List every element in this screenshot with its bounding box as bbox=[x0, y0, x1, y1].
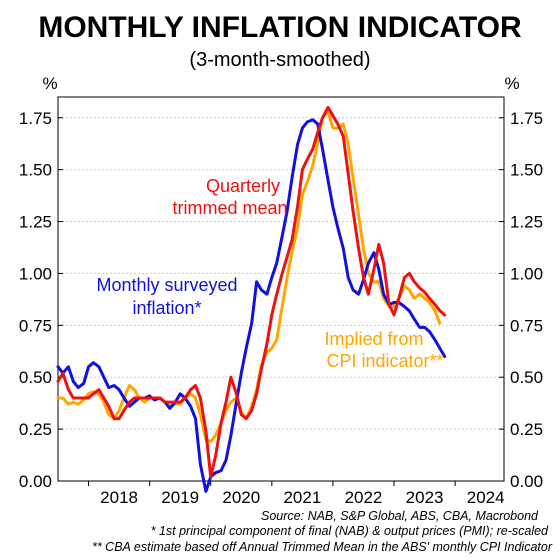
y-tick-label-right: 0.25 bbox=[510, 420, 543, 439]
x-tick-label: 2018 bbox=[100, 488, 138, 507]
y-tick-label-left: 0.50 bbox=[19, 368, 52, 387]
x-tick-label: 2020 bbox=[222, 488, 260, 507]
y-tick-label-left: 0.75 bbox=[19, 316, 52, 335]
y-tick-label-left: 1.75 bbox=[19, 109, 52, 128]
y-tick-label-left: 0.00 bbox=[19, 472, 52, 491]
x-tick-label: 2021 bbox=[283, 488, 321, 507]
y-tick-label-right: 1.25 bbox=[510, 213, 543, 232]
plot-frame bbox=[57, 96, 505, 482]
footnote-source: Source: NAB, S&P Global, ABS, CBA, Macro… bbox=[261, 509, 539, 523]
y-tick-label-right: 1.75 bbox=[510, 109, 543, 128]
annotation-trimmed-mean-line-1: Quarterly bbox=[206, 176, 280, 196]
y-tick-label-left: 0.25 bbox=[19, 420, 52, 439]
series-lines bbox=[56, 105, 447, 493]
y-tick-label-right: 0.00 bbox=[510, 472, 543, 491]
x-tick-label: 2019 bbox=[161, 488, 199, 507]
annotation-monthly-surveyed: Monthly surveyed inflation* bbox=[96, 275, 237, 318]
chart-subtitle: (3-month-smoothed) bbox=[189, 49, 370, 71]
y-axis-unit-right: % bbox=[504, 74, 519, 93]
annotation-monthly-surveyed-line-2: inflation* bbox=[132, 298, 201, 318]
x-tick-label: 2022 bbox=[345, 488, 383, 507]
annotation-cpi-indicator: Implied from CPI indicator** bbox=[324, 329, 443, 371]
x-axis: 2018 2019 2020 2021 2022 2023 2024 bbox=[88, 481, 505, 507]
y-axis-unit-left: % bbox=[42, 74, 57, 93]
footnote-surveyed: * 1st principal component of final (NAB)… bbox=[151, 524, 549, 538]
annotation-cpi-indicator-line-1: Implied from bbox=[324, 329, 423, 349]
y-tick-label-left: 1.25 bbox=[19, 213, 52, 232]
annotation-cpi-indicator-line-2: CPI indicator** bbox=[326, 351, 443, 371]
footnote-cpi-indicator: ** CBA estimate based off Annual Trimmed… bbox=[92, 540, 553, 554]
y-tick-label-right: 0.75 bbox=[510, 316, 543, 335]
y-tick-label-right: 0.50 bbox=[510, 368, 543, 387]
y-tick-label-right: 1.00 bbox=[510, 264, 543, 283]
y-axis-left: 0.00 0.25 0.50 0.75 1.00 1.25 1.50 1.75 bbox=[19, 109, 63, 491]
y-tick-label-left: 1.50 bbox=[19, 161, 52, 180]
annotation-monthly-surveyed-line-1: Monthly surveyed bbox=[96, 275, 237, 295]
y-tick-label-right: 1.50 bbox=[510, 161, 543, 180]
y-tick-label-left: 1.00 bbox=[19, 264, 52, 283]
annotation-trimmed-mean: Quarterly trimmed mean bbox=[172, 176, 287, 218]
x-tick-label: 2024 bbox=[467, 488, 505, 507]
y-axis-right: 0.00 0.25 0.50 0.75 1.00 1.25 1.50 1.75 bbox=[499, 109, 543, 491]
x-tick-label: 2023 bbox=[406, 488, 444, 507]
annotation-trimmed-mean-line-2: trimmed mean bbox=[172, 198, 287, 218]
series-line-1 bbox=[56, 118, 447, 493]
series-line-0 bbox=[56, 105, 447, 479]
chart-title: MONTHLY INFLATION INDICATOR bbox=[38, 11, 522, 44]
